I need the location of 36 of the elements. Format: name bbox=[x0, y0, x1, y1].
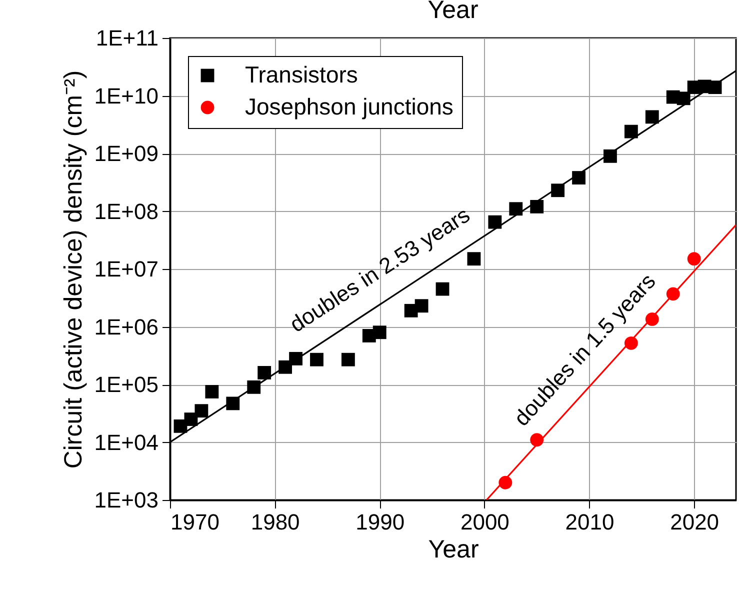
x-tick-label: 2000 bbox=[460, 510, 510, 534]
y-tick-label: 1E+10 bbox=[94, 83, 158, 108]
point bbox=[509, 202, 523, 216]
y-tick-label: 1E+06 bbox=[94, 314, 158, 340]
legend-label: Transistors bbox=[245, 62, 358, 88]
point bbox=[205, 385, 219, 398]
point bbox=[310, 352, 324, 366]
point bbox=[687, 252, 701, 266]
point bbox=[436, 282, 450, 296]
point bbox=[414, 299, 428, 313]
x2-axis-title: Year bbox=[428, 0, 478, 24]
point bbox=[372, 326, 386, 340]
y-tick-label: 1E+05 bbox=[94, 372, 158, 397]
y-tick-label: 1E+07 bbox=[94, 256, 158, 282]
y-tick-label: 1E+08 bbox=[94, 198, 158, 224]
point bbox=[467, 252, 481, 266]
x-tick-label: 2020 bbox=[670, 510, 720, 534]
x-tick-label: 1990 bbox=[356, 510, 405, 534]
point bbox=[488, 215, 502, 229]
x-tick-label: 2010 bbox=[565, 510, 614, 534]
point bbox=[676, 92, 690, 106]
x-axis-title: Year bbox=[428, 536, 479, 564]
y-tick-label: 1E+09 bbox=[94, 141, 158, 166]
x-tick-label: 1970 bbox=[170, 510, 220, 534]
y-axis-title: Circuit (active device) density (cm⁻²) bbox=[59, 70, 88, 469]
point bbox=[624, 124, 638, 138]
y-tick-label: 1E+11 bbox=[96, 26, 158, 50]
point bbox=[258, 366, 272, 380]
legend-label: Josephson junctions bbox=[245, 94, 454, 120]
y-tick-label: 1E+03 bbox=[94, 488, 158, 512]
point bbox=[645, 110, 659, 124]
point bbox=[194, 404, 208, 418]
y-tick-label: 1E+04 bbox=[94, 430, 158, 455]
point bbox=[341, 352, 355, 366]
x-tick-label: 1980 bbox=[250, 510, 300, 534]
point bbox=[530, 200, 544, 214]
